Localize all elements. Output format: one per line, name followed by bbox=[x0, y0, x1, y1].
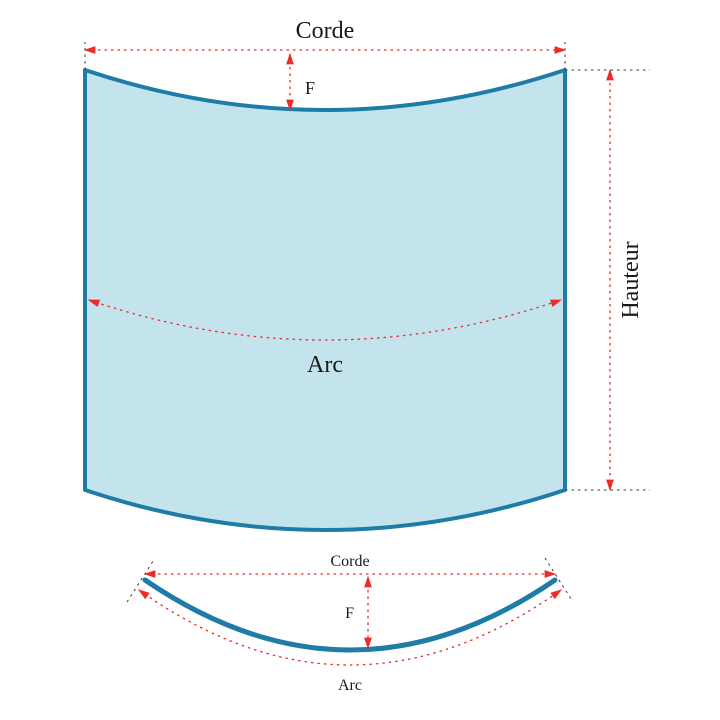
ext-line bbox=[545, 558, 573, 602]
label-f-b: F bbox=[345, 605, 354, 622]
label-corde: Corde bbox=[296, 18, 355, 44]
label-arc-b: Arc bbox=[338, 677, 362, 694]
dim-arc-b bbox=[139, 590, 561, 665]
label-hauteur: Hauteur bbox=[618, 241, 644, 318]
label-arc: Arc bbox=[307, 352, 343, 378]
panel-shape bbox=[85, 70, 565, 530]
diagram: Corde F Hauteur Arc Corde F Arc bbox=[0, 0, 720, 720]
label-f: F bbox=[305, 78, 315, 98]
label-corde-b: Corde bbox=[330, 553, 369, 570]
ext-line bbox=[127, 558, 155, 602]
